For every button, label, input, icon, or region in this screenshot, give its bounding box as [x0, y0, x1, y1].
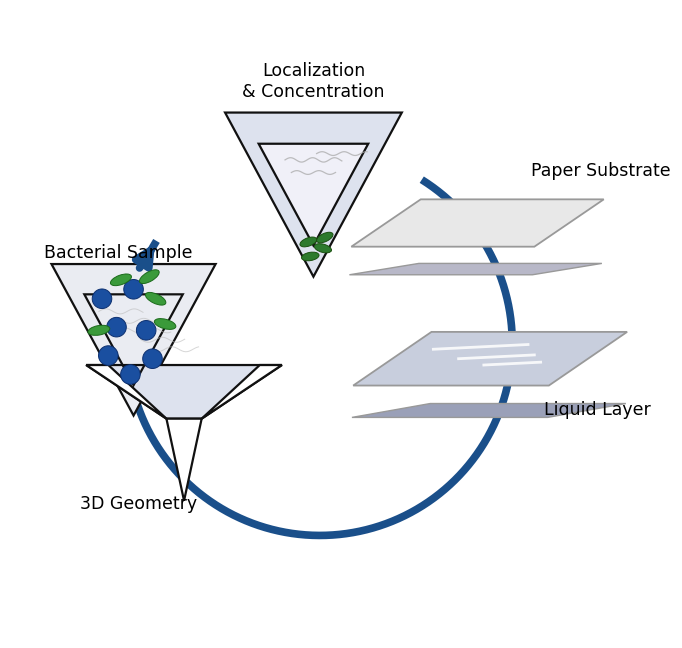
Polygon shape — [258, 144, 368, 246]
Ellipse shape — [316, 232, 333, 243]
Polygon shape — [225, 113, 402, 277]
Polygon shape — [349, 263, 602, 275]
Circle shape — [92, 289, 112, 308]
Polygon shape — [86, 365, 166, 419]
Text: Bacterial Sample: Bacterial Sample — [44, 244, 192, 262]
Ellipse shape — [110, 274, 132, 286]
Ellipse shape — [140, 270, 159, 284]
Circle shape — [143, 349, 162, 369]
Ellipse shape — [301, 252, 319, 260]
Circle shape — [106, 318, 126, 337]
Polygon shape — [52, 264, 216, 415]
Polygon shape — [86, 365, 282, 419]
Polygon shape — [166, 419, 202, 501]
Circle shape — [98, 346, 118, 365]
Ellipse shape — [154, 319, 176, 329]
Text: 3D Geometry: 3D Geometry — [80, 495, 197, 513]
Circle shape — [123, 279, 143, 299]
Polygon shape — [202, 365, 282, 419]
Polygon shape — [352, 404, 626, 417]
Circle shape — [136, 321, 156, 340]
Ellipse shape — [88, 325, 110, 336]
Text: Paper Substrate: Paper Substrate — [531, 162, 671, 180]
Text: Liquid Layer: Liquid Layer — [544, 402, 651, 419]
Polygon shape — [353, 332, 627, 386]
Ellipse shape — [300, 237, 317, 247]
Text: Localization
& Concentration: Localization & Concentration — [242, 62, 385, 101]
Ellipse shape — [145, 292, 166, 305]
Ellipse shape — [314, 244, 331, 253]
Polygon shape — [351, 200, 604, 247]
Circle shape — [121, 365, 140, 384]
